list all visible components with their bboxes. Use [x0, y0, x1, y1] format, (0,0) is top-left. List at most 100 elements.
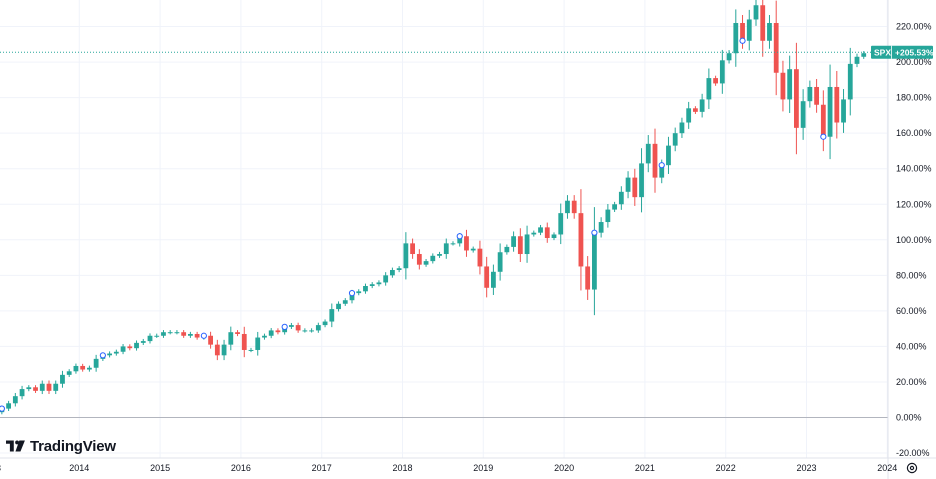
- candle-body: [241, 333, 247, 350]
- candle-body: [565, 200, 570, 214]
- candle: [464, 229, 469, 257]
- candle: [295, 322, 301, 333]
- y-tick-label: 140.00%: [896, 164, 932, 174]
- candle: [612, 201, 617, 212]
- candle-body: [847, 63, 853, 100]
- candle: [73, 363, 79, 374]
- time-axis[interactable]: 3 2014 2015 2016 2017 2018 2019 2020 2021 2022 202…: [0, 463, 897, 473]
- candle-body: [854, 56, 860, 64]
- candle-body: [827, 86, 833, 137]
- candle-body: [773, 23, 779, 73]
- x-tick-label: 2022: [716, 463, 736, 473]
- dividend-marker[interactable]: [200, 332, 207, 339]
- candle: [585, 256, 591, 300]
- candle: [369, 282, 375, 289]
- candle-body: [612, 204, 617, 210]
- candle: [773, 0, 779, 96]
- candle: [834, 70, 840, 139]
- candle-body: [585, 266, 591, 290]
- candle-body: [443, 243, 449, 255]
- candle: [214, 339, 220, 361]
- settings-gear-icon[interactable]: [905, 461, 919, 475]
- price-axis[interactable]: 220.00% 200.00% 180.00% 160.00% 140.00% 120.0…: [896, 22, 932, 458]
- candle-body: [726, 53, 732, 61]
- candle-body: [342, 300, 348, 304]
- candle-body: [6, 403, 11, 409]
- candle: [228, 326, 234, 351]
- candle: [437, 251, 442, 258]
- candle-body: [470, 248, 476, 251]
- candle: [120, 344, 126, 355]
- candle: [60, 370, 65, 388]
- dividend-marker[interactable]: [820, 133, 827, 140]
- candle: [767, 15, 772, 49]
- candle: [666, 136, 671, 174]
- dividend-marker[interactable]: [658, 162, 665, 169]
- dividend-marker[interactable]: [591, 229, 598, 236]
- candle: [66, 369, 72, 377]
- candle: [800, 89, 806, 140]
- candle: [403, 232, 409, 280]
- candle-body: [12, 396, 18, 404]
- candle: [639, 148, 644, 213]
- candle: [19, 385, 25, 400]
- candle: [329, 303, 335, 328]
- candle: [26, 385, 32, 392]
- candle: [491, 264, 496, 295]
- candle: [470, 246, 476, 253]
- symbol-value-badge: SPX +205.53%: [871, 45, 934, 59]
- candle-body: [834, 86, 840, 123]
- candle-body: [262, 335, 267, 338]
- y-tick-label: 200.00%: [896, 57, 932, 67]
- candle: [645, 135, 651, 173]
- candle: [255, 331, 261, 356]
- y-tick-label: 220.00%: [896, 22, 932, 32]
- candle-body: [497, 252, 503, 272]
- candle: [33, 385, 38, 393]
- candle: [383, 272, 389, 286]
- y-tick-label: 60.00%: [896, 306, 927, 316]
- candle-body: [693, 108, 698, 112]
- dividend-marker[interactable]: [0, 405, 5, 412]
- candle: [598, 217, 604, 238]
- candle: [625, 171, 631, 199]
- dividend-marker[interactable]: [739, 37, 746, 44]
- candle-body: [60, 374, 65, 384]
- candle: [390, 267, 395, 278]
- candle-body: [800, 101, 806, 128]
- candle: [221, 339, 227, 361]
- tradingview-logo[interactable]: TradingView: [6, 437, 116, 455]
- candle: [780, 60, 786, 112]
- candle-body: [33, 387, 38, 391]
- dividend-marker[interactable]: [99, 352, 106, 359]
- dividend-marker[interactable]: [456, 233, 463, 240]
- dividend-markers: [0, 37, 827, 412]
- candle-body: [423, 261, 429, 265]
- candle-body: [127, 346, 133, 349]
- dividend-marker[interactable]: [281, 323, 288, 330]
- candle-body: [221, 344, 227, 356]
- candle: [147, 333, 153, 344]
- y-tick-label: 180.00%: [896, 93, 932, 103]
- candle-body: [329, 309, 335, 322]
- candle-body: [154, 335, 160, 337]
- tradingview-mark-icon: [6, 440, 25, 452]
- candle-body: [517, 236, 523, 255]
- candle-body: [188, 333, 193, 336]
- dividend-marker[interactable]: [348, 290, 356, 297]
- candle: [719, 49, 725, 94]
- candle: [302, 328, 308, 333]
- candle: [632, 168, 638, 206]
- candle-body: [349, 293, 355, 301]
- candle-body: [787, 69, 793, 100]
- candle: [322, 319, 328, 328]
- candle: [154, 333, 160, 338]
- candle-body: [214, 344, 220, 356]
- candle-body: [571, 200, 577, 214]
- candle-body: [53, 383, 59, 391]
- candle-body: [652, 143, 658, 178]
- candle-body: [416, 254, 422, 265]
- candle-body: [740, 23, 745, 41]
- candle-body: [464, 236, 469, 251]
